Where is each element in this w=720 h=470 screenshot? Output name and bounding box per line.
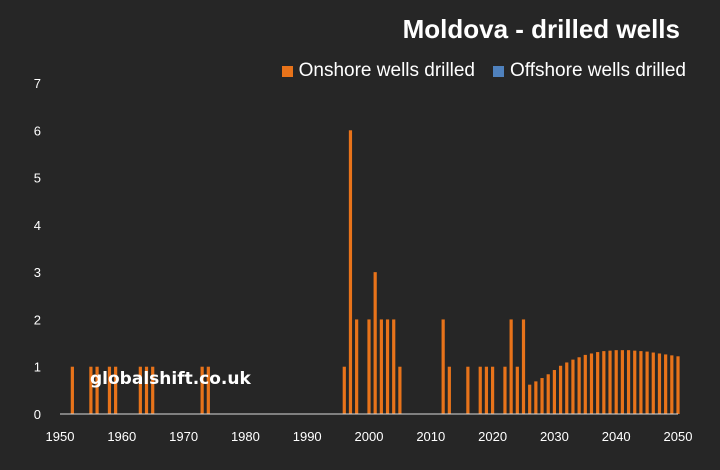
bar (144, 366, 149, 414)
bar (602, 351, 606, 414)
legend-item-onshore: Onshore wells drilled (281, 60, 475, 82)
bar (342, 366, 346, 414)
bar (107, 366, 112, 414)
bar (664, 354, 668, 414)
y-tick-label: 0 (34, 407, 41, 422)
x-tick-label: 2040 (602, 429, 631, 444)
y-tick-label: 5 (34, 171, 41, 186)
chart-title: Moldova - drilled wells (402, 14, 680, 44)
bars-group (70, 130, 680, 415)
bar (626, 350, 631, 414)
bar (608, 350, 612, 414)
legend-label-onshore: Onshore wells drilled (298, 60, 475, 81)
legend-swatch-offshore (492, 65, 504, 77)
bar (589, 353, 594, 414)
bar (114, 366, 118, 414)
bar (614, 350, 618, 414)
x-tick-label: 1970 (169, 429, 198, 444)
bar (151, 366, 155, 414)
bar (503, 366, 507, 414)
legend-item-offshore: Offshore wells drilled (492, 60, 686, 82)
bar (70, 366, 74, 414)
y-tick-label: 7 (34, 76, 41, 91)
bar (447, 366, 451, 414)
bar (355, 319, 359, 414)
bar (385, 319, 390, 414)
legend-swatch-onshore (281, 65, 293, 77)
x-tick-label: 1950 (46, 429, 75, 444)
bar (515, 366, 519, 414)
bar (596, 352, 600, 414)
bar (546, 374, 550, 414)
bar (206, 366, 210, 414)
x-tick-label: 1960 (107, 429, 136, 444)
bar (528, 384, 532, 414)
bar (540, 378, 544, 414)
bar (633, 350, 637, 414)
x-tick-label: 2050 (664, 429, 693, 444)
bar (398, 366, 402, 414)
bar (676, 356, 680, 414)
x-tick-label: 2000 (355, 429, 384, 444)
bar (484, 366, 489, 414)
bar (509, 319, 513, 414)
bar (466, 366, 470, 414)
y-tick-label: 6 (34, 123, 41, 138)
bar (348, 130, 353, 415)
bar (200, 366, 204, 414)
bar (577, 357, 581, 414)
legend: Onshore wells drilled Offshore wells dri… (281, 60, 686, 82)
bar (478, 366, 482, 414)
watermark-text: globalshift.co.uk (90, 369, 251, 389)
legend-label-offshore: Offshore wells drilled (509, 60, 686, 81)
x-tick-label: 1980 (231, 429, 260, 444)
x-tick-label: 2030 (540, 429, 569, 444)
bar (138, 366, 142, 414)
bar (558, 365, 563, 414)
bar (491, 366, 495, 414)
bar (534, 381, 538, 414)
bar (657, 353, 662, 414)
y-tick-label: 2 (34, 312, 41, 327)
bar (392, 319, 396, 414)
bar (670, 355, 674, 414)
bar (651, 352, 655, 414)
bar (521, 319, 526, 414)
y-tick-label: 1 (34, 360, 41, 375)
bar (373, 272, 377, 414)
bar (552, 370, 556, 414)
x-tick-label: 2020 (478, 429, 507, 444)
bar (367, 319, 371, 414)
y-tick-label: 3 (34, 265, 41, 280)
bar (89, 366, 93, 414)
bar (379, 319, 383, 414)
bar (583, 354, 587, 414)
bar (95, 366, 99, 414)
bar (441, 319, 445, 414)
x-axis: 1950 1960 1970 1980 1990 2000 2010 2020 2030 2040… (46, 429, 693, 444)
bar (571, 359, 575, 414)
bar (639, 351, 643, 414)
y-axis: 0 1 2 3 4 5 6 7 (34, 76, 41, 422)
x-tick-label: 2010 (416, 429, 445, 444)
x-tick-label: 1990 (293, 429, 322, 444)
bar (565, 362, 569, 414)
y-tick-label: 4 (34, 218, 41, 233)
bar (620, 350, 624, 414)
bar (645, 351, 649, 414)
